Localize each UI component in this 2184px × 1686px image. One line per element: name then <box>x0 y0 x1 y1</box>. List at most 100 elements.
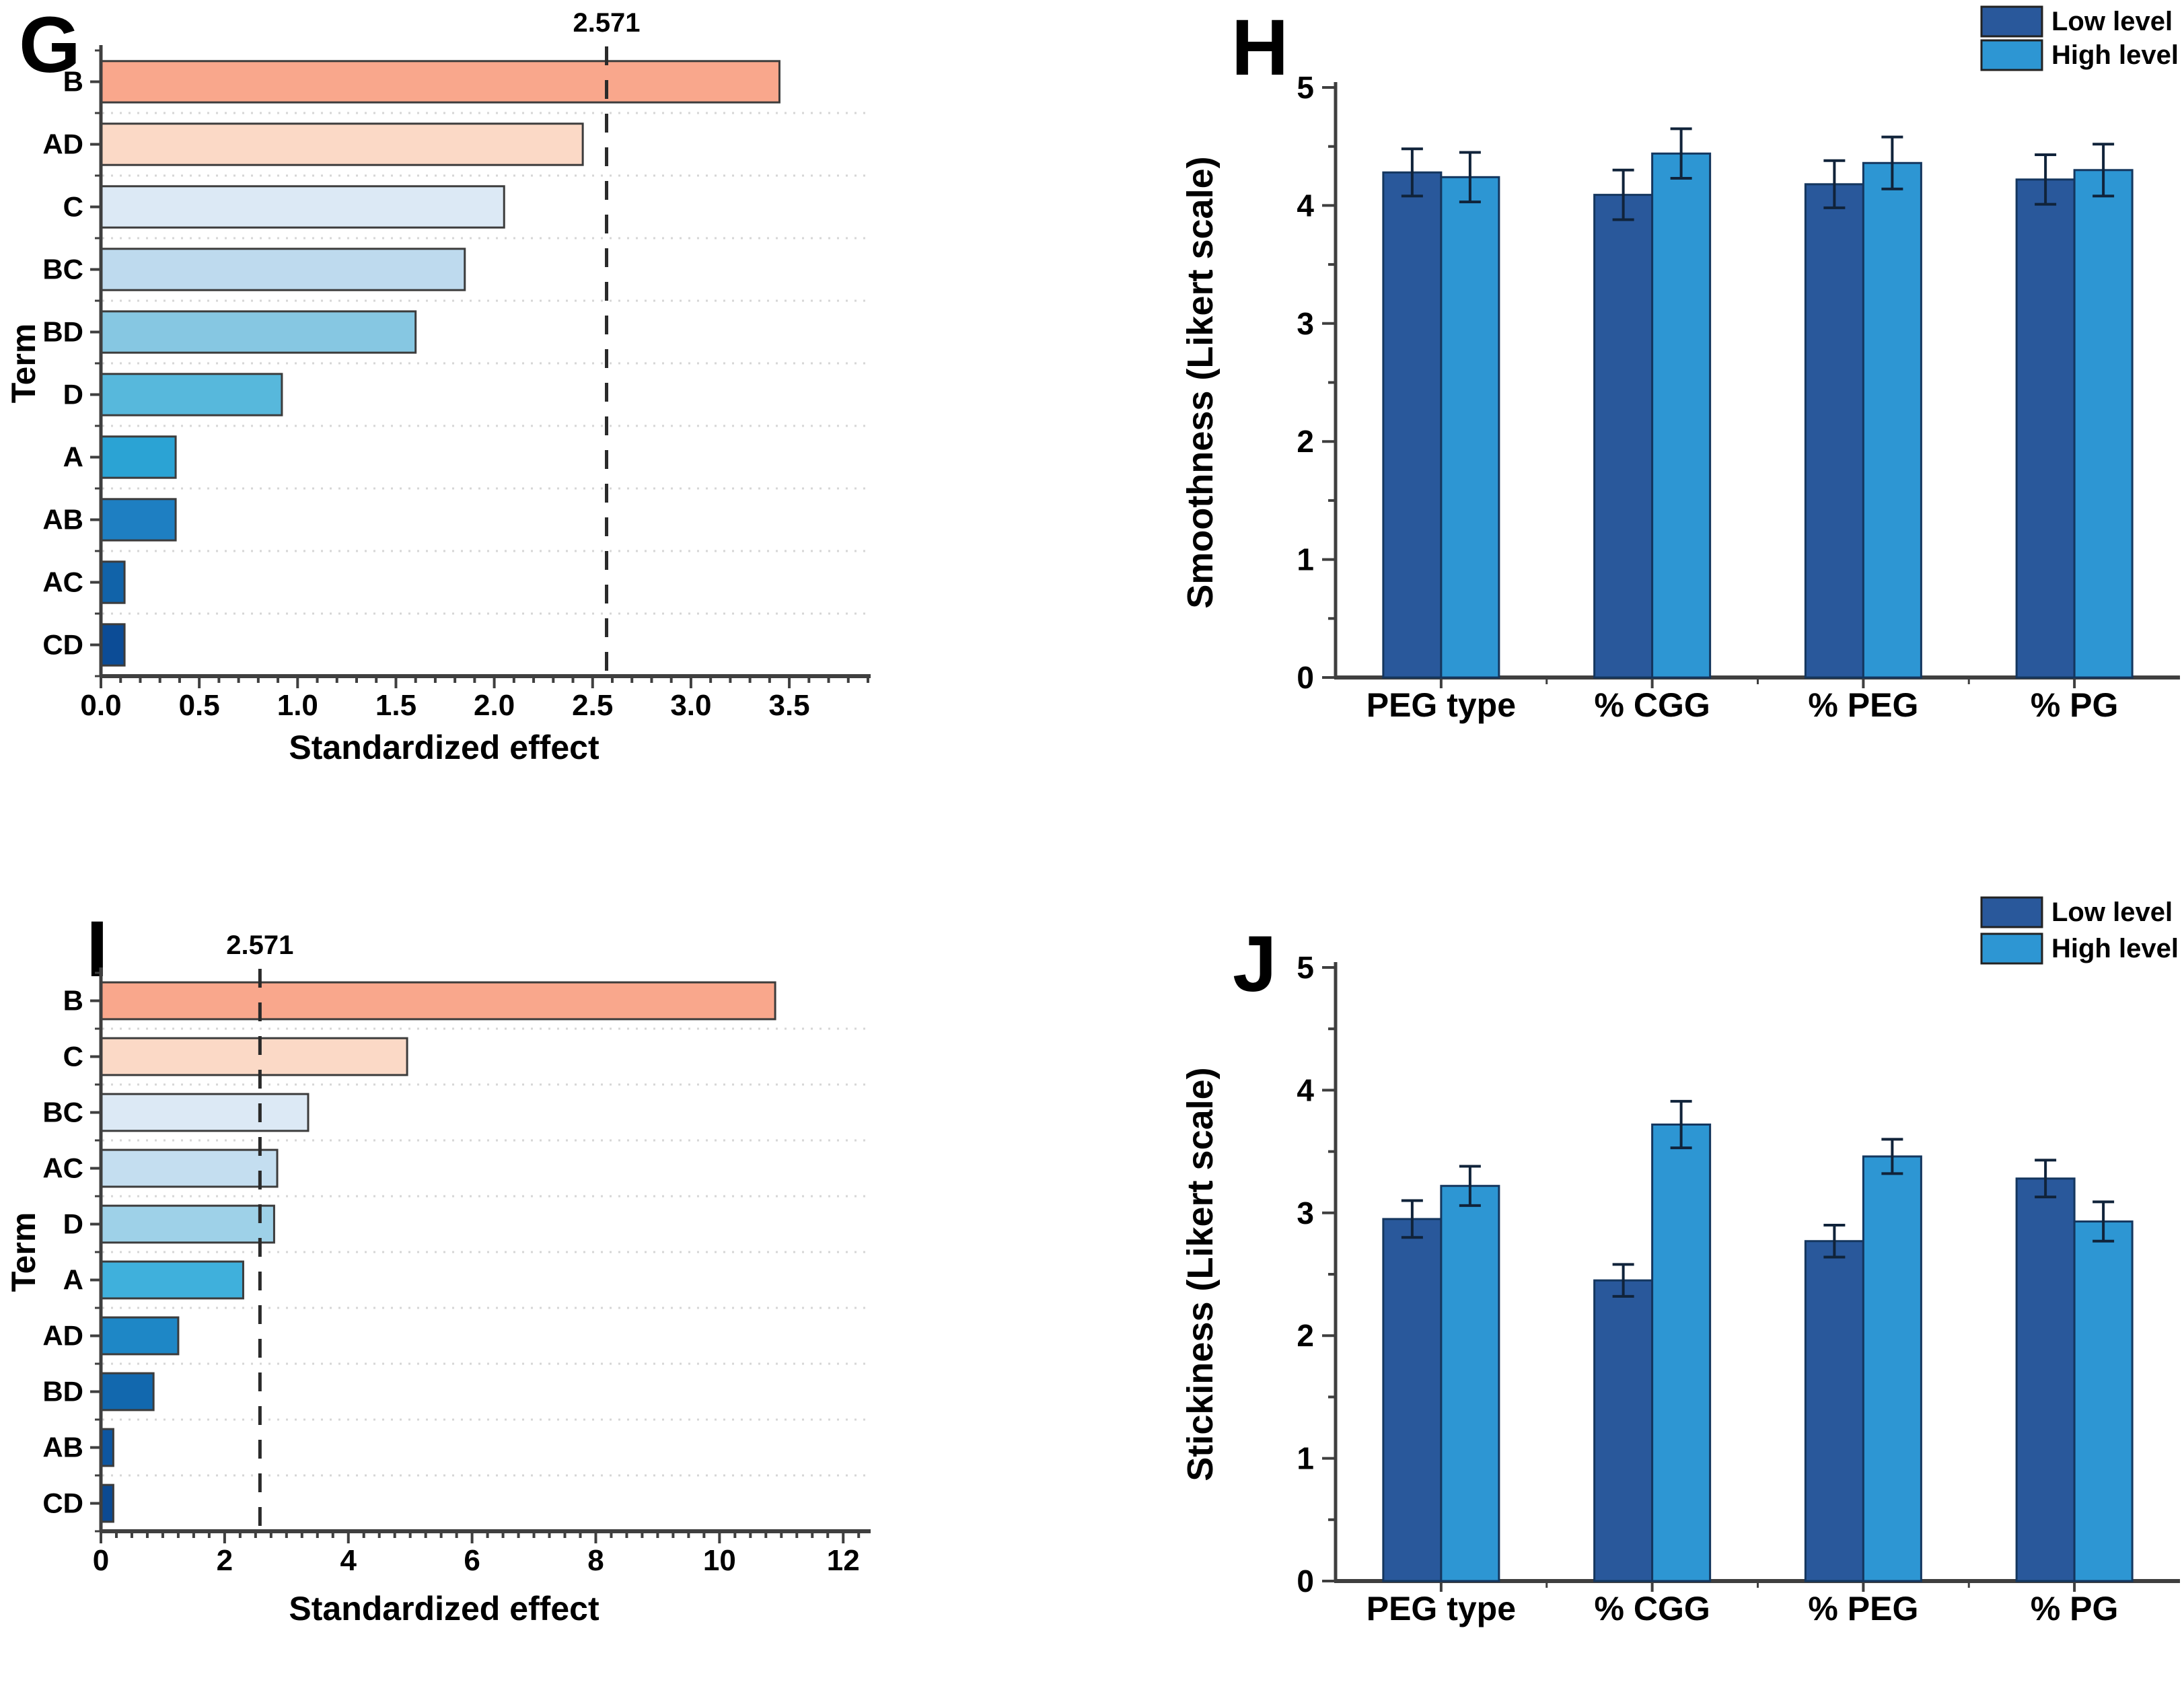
xtick-label: 12 <box>827 1544 860 1577</box>
y-axis-title: Smoothness (Likert scale) <box>1180 156 1221 608</box>
bar-% CGG-high <box>1651 1123 1712 1582</box>
bar-BD <box>100 310 417 354</box>
category-label: D <box>63 1208 83 1240</box>
category-label: B <box>63 985 83 1017</box>
xtick-label: 8 <box>587 1544 604 1577</box>
category-label: AD <box>42 1320 83 1352</box>
bar-% PG-high <box>2073 169 2134 679</box>
bar-BC <box>100 1093 310 1132</box>
category-label: A <box>63 1264 83 1296</box>
pareto-chart-stickiness: BC BC AC DA AD BD AB CD 2.571 0 2 4 6 8 10 12 Standardiz… <box>5 930 871 1627</box>
category-label: CD <box>42 1488 83 1519</box>
xtick-label: 6 <box>464 1544 480 1577</box>
xtick-label: 2.5 <box>572 689 613 722</box>
xtick-label: 2.0 <box>474 689 515 722</box>
category-label: C <box>63 191 83 223</box>
category-label: BD <box>42 1376 83 1407</box>
category-label: CD <box>42 629 83 661</box>
bar-AB <box>100 1428 114 1467</box>
bar-AD <box>100 1316 180 1356</box>
ytick-label: 2 <box>1297 424 1314 459</box>
bar-PEG type-high <box>1440 1185 1500 1582</box>
xtick-label: 0.5 <box>179 689 220 722</box>
category-label: % CGG <box>1595 1590 1710 1627</box>
bar-% PG-low <box>2015 178 2076 679</box>
xtick-label: 0.0 <box>80 689 121 722</box>
ytick-label: 3 <box>1297 306 1314 341</box>
xtick-label: 1.5 <box>375 689 416 722</box>
pareto-chart-smoothness: B AD C BC BD DA AB AC CD 2.571 0.0 0.5 1.0 1.5 2.0 2.5 3… <box>5 8 871 766</box>
legend-label: High level <box>2051 40 2179 70</box>
bar-% PG-low <box>2015 1177 2076 1582</box>
bar-B <box>100 60 780 104</box>
panel-i: I B C BC AC D A AD BD AB CD 2.571 0 2 4 6 8 10 12 Standard… <box>0 845 942 1686</box>
legend-label: High level <box>2051 934 2179 963</box>
category-label: AD <box>42 129 83 160</box>
x-axis-title: Standardized effect <box>289 729 599 766</box>
bar-D <box>100 373 283 416</box>
ytick-label: 1 <box>1297 1441 1314 1476</box>
bar-% PEG-low <box>1804 183 1864 679</box>
xtick-label: 1.0 <box>277 689 318 722</box>
category-label: AB <box>42 504 83 536</box>
bar-B <box>100 981 776 1021</box>
bar-PEG type-low <box>1382 1218 1443 1582</box>
bar-AD <box>100 122 584 166</box>
category-label: % PEG <box>1808 686 1918 724</box>
x-axis-title: Standardized effect <box>289 1590 599 1627</box>
bar-A <box>100 435 177 479</box>
category-label: D <box>63 379 83 410</box>
bar-% CGG-low <box>1593 194 1654 679</box>
reference-line-label: 2.571 <box>226 930 293 960</box>
category-label: % PG <box>2031 1590 2119 1627</box>
legend-label: Low level <box>2051 7 2173 36</box>
ytick-label: 5 <box>1297 70 1314 105</box>
bar-D <box>100 1204 275 1244</box>
bar-CD <box>100 623 126 667</box>
panel-j: J 0 1 2 3 4 5 PEG type % CGG % PEG % PG Stickiness… <box>1171 845 2184 1686</box>
panel-h-label: H <box>1231 3 1289 92</box>
xtick-label: 2 <box>217 1544 233 1577</box>
grouped-bar-chart-stickiness: 0 1 2 3 4 5 PEG type % CGG % PEG % PG Stickiness (… <box>1180 896 2180 1627</box>
y-axis-title: Stickiness (Likert scale) <box>1180 1067 1221 1481</box>
category-label: % PEG <box>1808 1590 1918 1627</box>
bar-% CGG-high <box>1651 152 1712 679</box>
category-label: AC <box>42 566 83 598</box>
legend-swatch-high <box>1980 932 2043 965</box>
bar-PEG type-low <box>1382 171 1443 679</box>
category-label: BC <box>42 1097 83 1128</box>
y-axis-title: Term <box>5 324 42 404</box>
ytick-label: 5 <box>1297 950 1314 985</box>
xtick-label: 10 <box>703 1544 736 1577</box>
ytick-label: 1 <box>1297 542 1314 577</box>
legend-swatch-low <box>1980 5 2043 38</box>
bar-AC <box>100 1148 279 1188</box>
category-label: % CGG <box>1595 686 1710 724</box>
xtick-label: 3.0 <box>670 689 711 722</box>
bar-CD <box>100 1483 114 1523</box>
panel-h: H 0 1 2 3 4 5 PEG type % CGG % PEG % PG Smoothness… <box>1171 0 2184 845</box>
panel-i-label: I <box>86 905 108 994</box>
category-label: PEG type <box>1367 686 1516 724</box>
legend-swatch-low <box>1980 896 2043 928</box>
bar-C <box>100 185 505 229</box>
reference-line-label: 2.571 <box>573 8 640 38</box>
category-label: B <box>63 66 83 98</box>
panel-j-label: J <box>1233 920 1277 1009</box>
category-label: C <box>63 1041 83 1072</box>
category-label: BC <box>42 254 83 285</box>
legend-swatch-high <box>1980 39 2043 71</box>
bar-AB <box>100 498 177 542</box>
grouped-bar-chart-smoothness: 0 1 2 3 4 5 PEG type % CGG % PEG % PG Smoothness (… <box>1180 5 2180 724</box>
panel-g-label: G <box>19 1 81 89</box>
category-label: BD <box>42 316 83 348</box>
xtick-label: 4 <box>340 1544 357 1577</box>
bar-% PEG-low <box>1804 1240 1864 1582</box>
category-label: PEG type <box>1367 1590 1516 1627</box>
ytick-label: 3 <box>1297 1196 1314 1231</box>
bar-% PEG-high <box>1862 161 1922 679</box>
bar-AC <box>100 560 126 604</box>
bar-C <box>100 1037 408 1076</box>
xtick-label: 3.5 <box>768 689 809 722</box>
category-label: AC <box>42 1152 83 1184</box>
